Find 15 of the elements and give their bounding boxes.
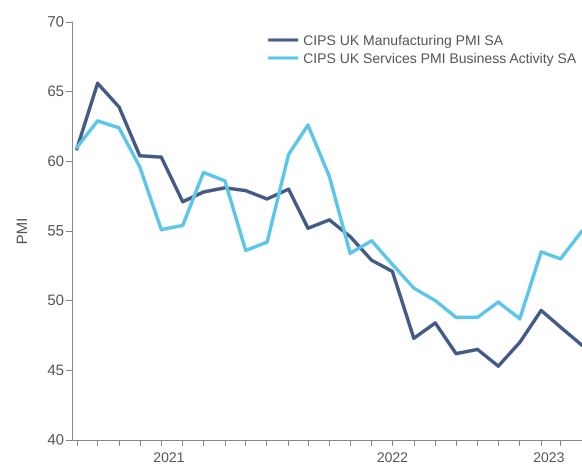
x-tick-label: 2023 (533, 449, 565, 465)
y-tick-label: 50 (47, 292, 64, 310)
y-axis-title: PMI (14, 218, 31, 244)
y-tick-label: 60 (47, 152, 64, 170)
y-tick-label: 55 (47, 222, 64, 240)
x-tick-label: 2021 (153, 449, 185, 465)
legend-label: CIPS UK Manufacturing PMI SA (303, 32, 504, 48)
x-tick-label: 2022 (376, 449, 408, 465)
y-tick-label: 45 (47, 362, 64, 379)
y-tick-label: 40 (47, 432, 64, 448)
y-tick-label: 70 (47, 14, 64, 30)
legend-label: CIPS UK Services PMI Business Activity SA (303, 50, 577, 66)
y-tick-label: 65 (47, 83, 64, 100)
line-series (75, 82, 582, 368)
line-series (75, 119, 582, 321)
